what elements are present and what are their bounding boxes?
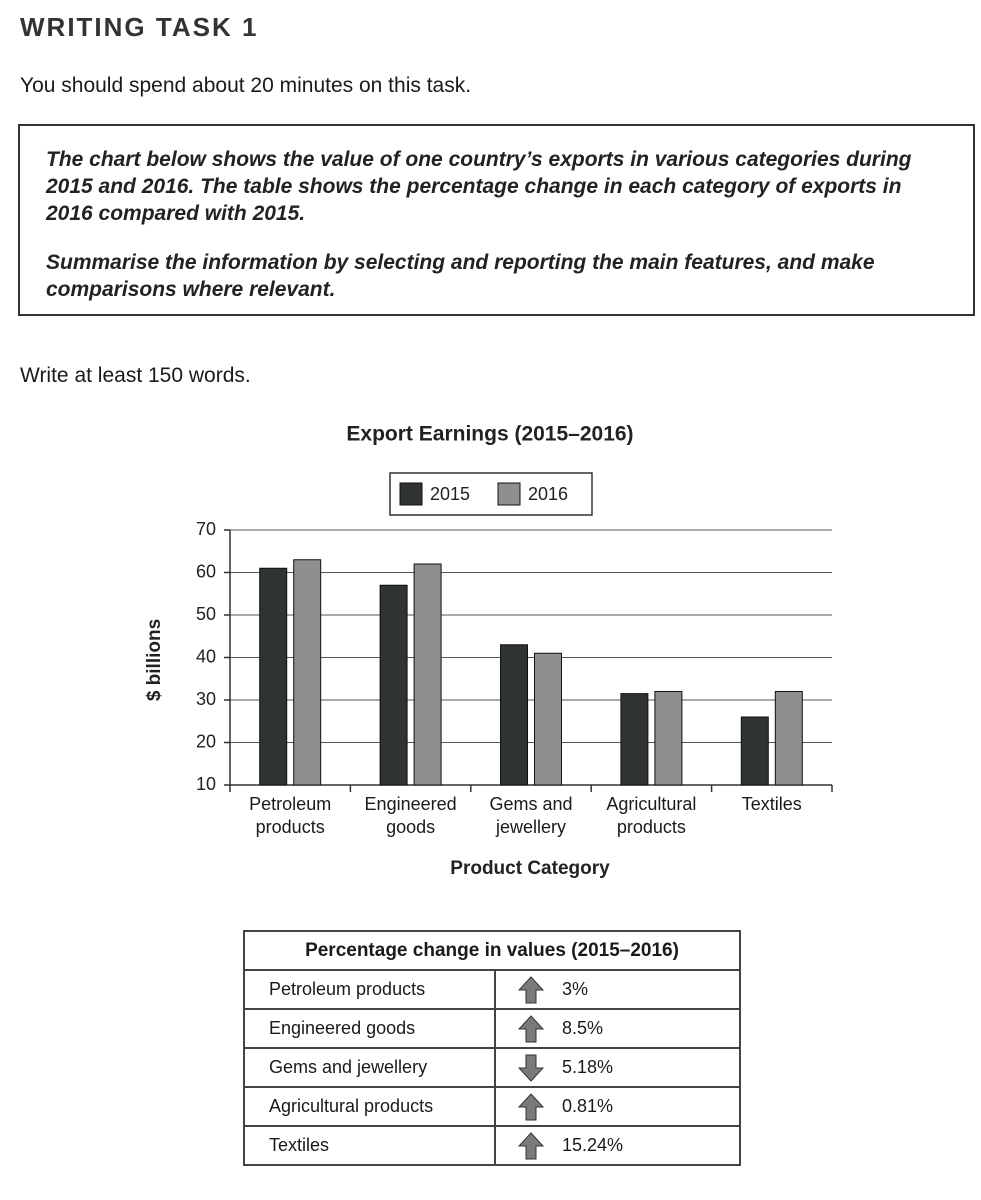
change-cell: 0.81%	[494, 1086, 741, 1127]
y-tick-label: 50	[196, 604, 216, 624]
arrow-icon	[517, 1054, 545, 1082]
task-paragraph: The chart below shows the value of one c…	[46, 148, 912, 225]
table-title: Percentage change in values (2015–2016)	[243, 930, 741, 971]
table-row: Engineered goods 8.5%	[243, 1008, 741, 1049]
y-axis-title: $ billions	[144, 619, 165, 701]
legend-label: 2016	[528, 484, 568, 504]
change-cell: 3%	[494, 969, 741, 1010]
bar	[740, 716, 769, 786]
x-tick-label: Gems and jewellery	[489, 794, 573, 837]
y-tick-label: 20	[196, 731, 216, 751]
bar	[259, 567, 288, 786]
change-value: 3%	[562, 978, 589, 999]
category-cell: Gems and jewellery	[243, 1047, 496, 1088]
table-row: Petroleum products 3%	[243, 969, 741, 1010]
change-value: 8.5%	[562, 1017, 604, 1038]
arrow-icon	[517, 975, 545, 1003]
legend-swatch	[399, 482, 423, 506]
arrow	[517, 1131, 545, 1159]
bar	[654, 691, 683, 786]
task-title: WRITING TASK 1	[20, 12, 259, 42]
change-table: Percentage change in values (2015–2016) …	[243, 930, 741, 1166]
table-row: Textiles 15.24%	[243, 1125, 741, 1166]
x-axis-title: Product Category	[450, 858, 610, 879]
x-tick-label: Engineered goods	[364, 794, 457, 837]
y-tick-label: 40	[196, 646, 216, 666]
bar	[293, 559, 322, 786]
y-tick-label: 30	[196, 689, 216, 709]
table-row: Agricultural products 0.81%	[243, 1086, 741, 1127]
change-cell: 15.24%	[494, 1125, 741, 1166]
arrow-icon	[517, 1014, 545, 1042]
bar	[774, 691, 803, 786]
bar	[534, 652, 562, 786]
arrow-icon	[517, 1131, 545, 1159]
arrow	[517, 1092, 545, 1120]
task-box: The chart below shows the value of one c…	[18, 124, 975, 316]
y-tick-label: 70	[196, 519, 216, 539]
bar	[620, 693, 649, 786]
change-cell: 8.5%	[494, 1008, 741, 1049]
category-cell: Engineered goods	[243, 1008, 496, 1049]
bar	[500, 644, 528, 786]
x-tick-label: Textiles	[741, 794, 802, 814]
category-cell: Textiles	[243, 1125, 496, 1166]
chart: Export Earnings (2015–2016) Product Cate…	[144, 423, 833, 879]
arrow	[517, 1014, 545, 1042]
category-cell: Petroleum products	[243, 969, 496, 1010]
category-cell: Agricultural products	[243, 1086, 496, 1127]
change-value: 5.18%	[562, 1056, 614, 1077]
x-tick-label: Agricultural products	[606, 794, 697, 837]
instruction: You should spend about 20 minutes on thi…	[20, 74, 472, 97]
bar	[379, 584, 408, 786]
arrow-icon	[517, 1092, 545, 1120]
legend-label: 2015	[430, 484, 470, 504]
task-paragraph: Summarise the information by selecting a…	[46, 251, 875, 301]
legend-swatch	[497, 482, 521, 506]
table-row: Gems and jewellery 5.18%	[243, 1047, 741, 1088]
change-cell: 5.18%	[494, 1047, 741, 1088]
word-count: Write at least 150 words.	[20, 364, 251, 387]
chart-title: Export Earnings (2015–2016)	[346, 423, 633, 446]
arrow	[517, 975, 545, 1003]
change-value: 15.24%	[562, 1134, 624, 1155]
y-tick-label: 10	[196, 774, 216, 794]
change-value: 0.81%	[562, 1095, 614, 1116]
legend-box	[389, 472, 593, 516]
arrow	[517, 1054, 545, 1082]
y-tick-label: 60	[196, 561, 216, 581]
x-tick-label: Petroleum products	[249, 794, 332, 837]
bar	[413, 563, 442, 786]
